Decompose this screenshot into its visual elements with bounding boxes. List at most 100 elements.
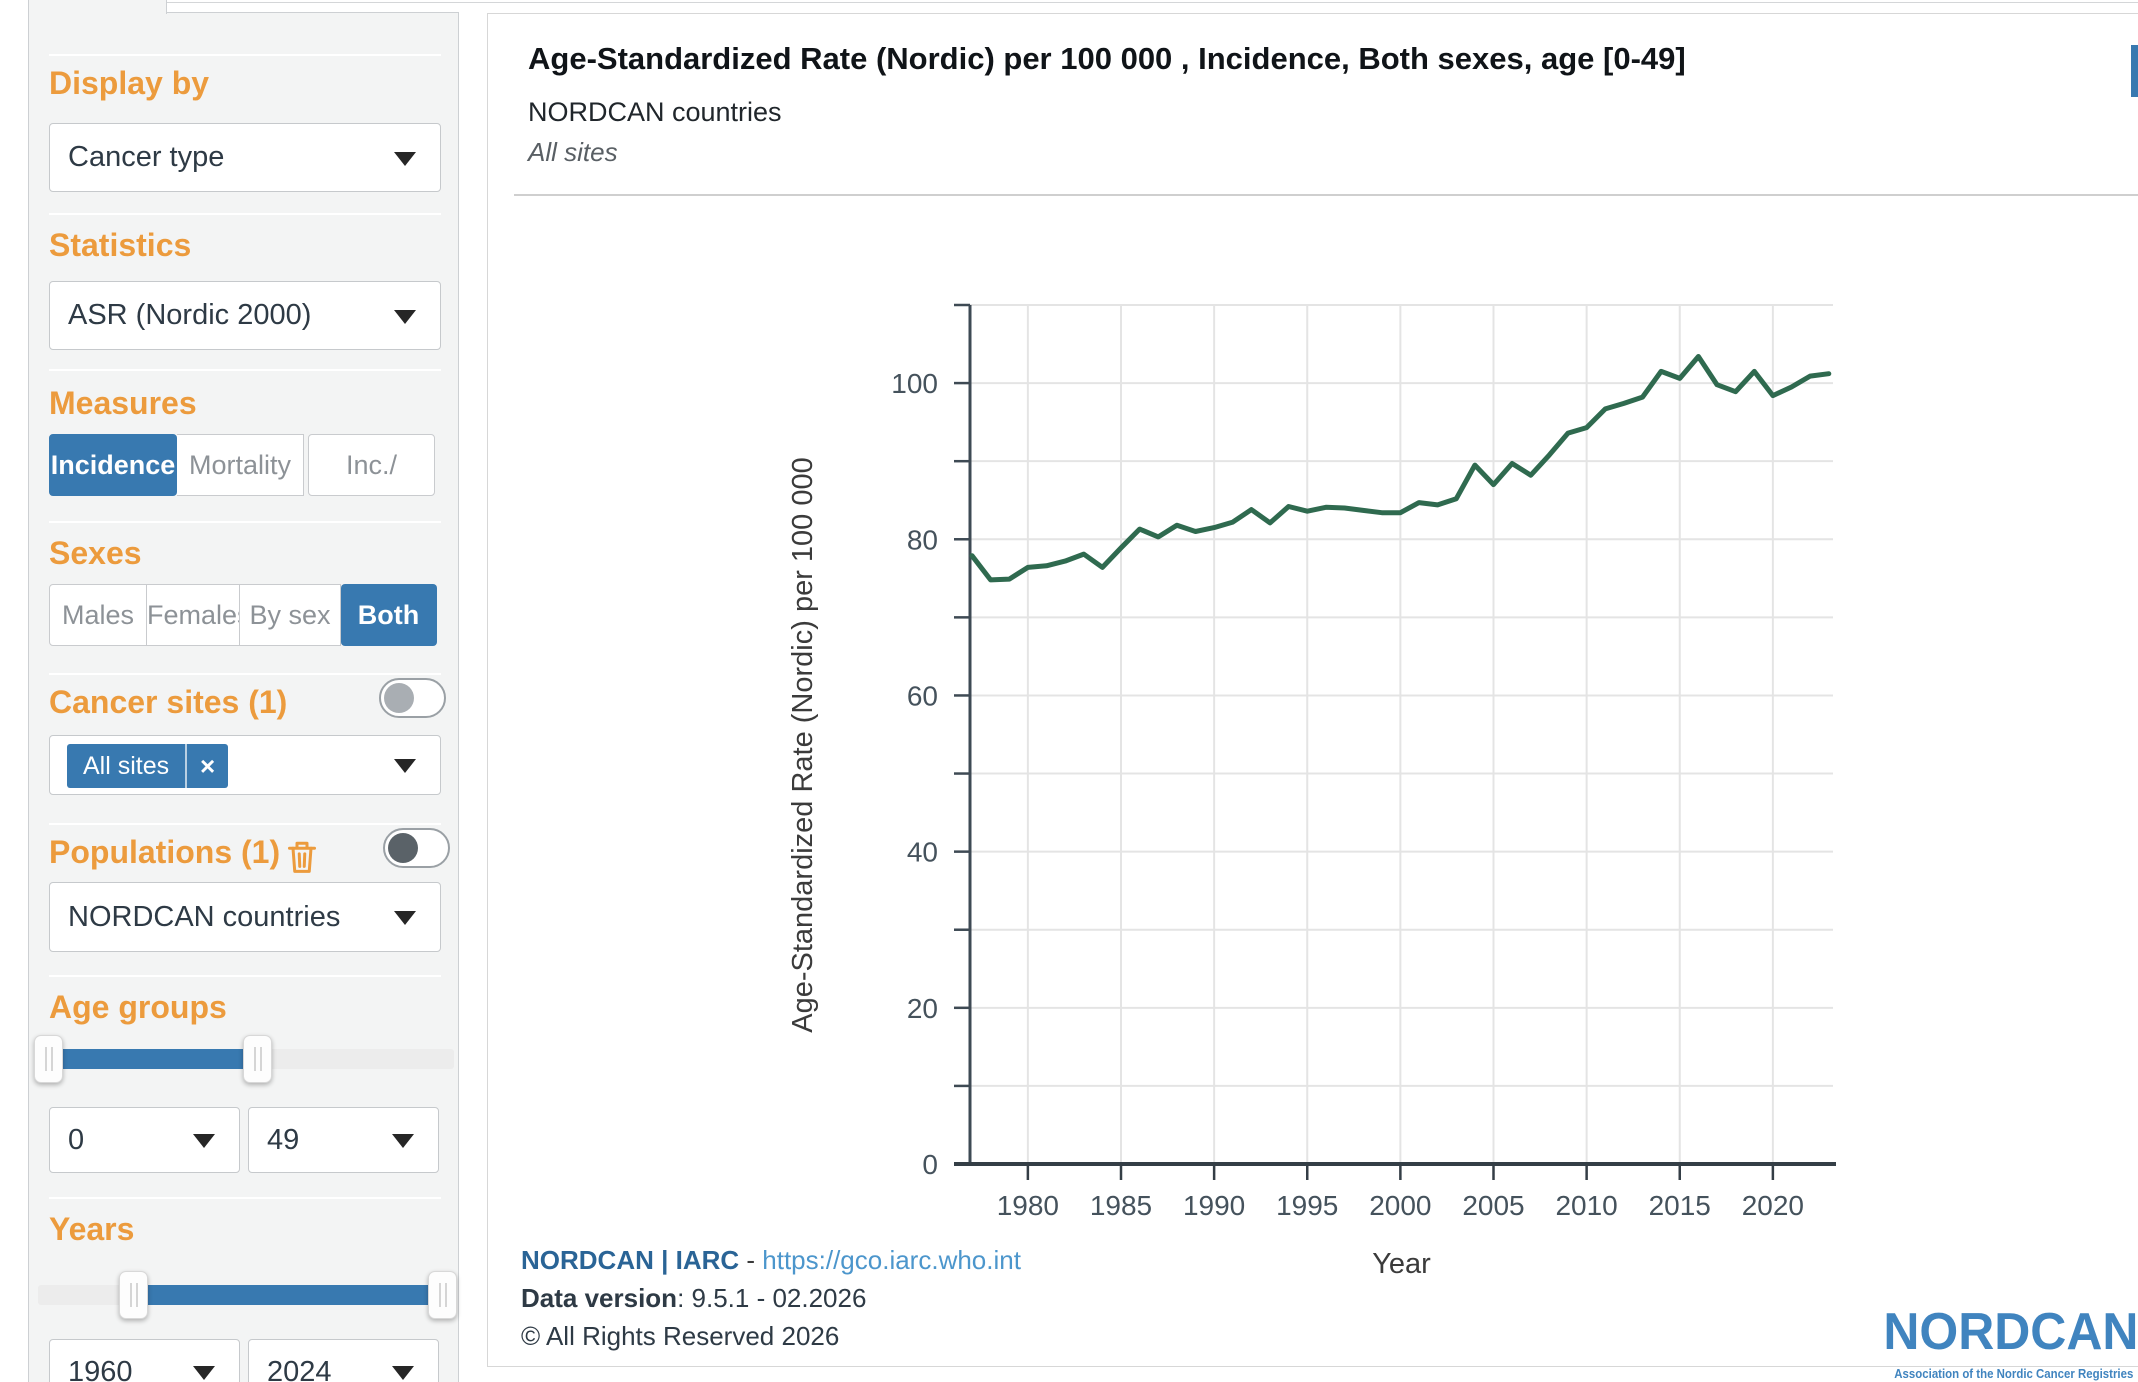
age-to-value: 49 [267,1123,300,1156]
nordcan-logo-tagline: Association of the Nordic Cancer Registr… [1894,1366,2134,1381]
toggle-knob [384,683,414,713]
toggle-knob [388,833,418,863]
display-by-heading: Display by [49,65,210,101]
divider [49,369,441,371]
sexes-heading: Sexes [49,535,142,571]
year-from-value: 1960 [68,1355,133,1382]
sex-bysex-button[interactable]: By sex [240,584,341,646]
remove-chip-icon[interactable]: × [185,744,228,788]
age-from-value: 0 [68,1123,85,1156]
x-tick-label: 2015 [1649,1190,1711,1221]
age-slider-fill [54,1049,246,1069]
years-slider-handle-right[interactable] [428,1271,457,1319]
sex-females-button[interactable]: Females [147,584,240,646]
nordcan-logo: NORDCAN Association of the Nordic Cancer… [1878,1302,2138,1382]
years-slider-handle-left[interactable] [119,1271,148,1319]
age-groups-heading: Age groups [49,989,227,1025]
chevron-down-icon [392,1366,414,1380]
populations-heading: Populations (1) [49,834,281,870]
all-sites-chip: All sites × [67,744,229,788]
display-by-value: Cancer type [68,141,225,173]
measure-incidence-button[interactable]: Incidence [49,434,177,496]
y-axis-title: Age-Standardized Rate (Nordic) per 100 0… [787,457,819,1033]
chevron-down-icon [394,309,416,324]
chevron-down-icon [193,1366,215,1380]
x-tick-label: 2005 [1462,1190,1524,1221]
cancer-sites-toggle[interactable] [379,678,446,718]
year-from-select[interactable]: 1960 [49,1339,240,1382]
x-tick-label: 2010 [1555,1190,1617,1221]
cancer-sites-heading: Cancer sites (1) [49,684,288,720]
display-by-select[interactable]: Cancer type [49,123,441,192]
footer-dash: - [739,1245,763,1275]
y-tick-label: 60 [907,680,938,711]
export-menu-button[interactable] [2131,45,2138,97]
statistics-value: ASR (Nordic 2000) [68,299,312,331]
y-tick-label: 80 [907,524,938,555]
handle-grip-icon [438,1283,447,1307]
x-tick-label: 2000 [1369,1190,1431,1221]
x-tick-label: 1980 [997,1190,1059,1221]
divider [49,213,441,215]
age-from-select[interactable]: 0 [49,1107,240,1173]
filters-sidebar: Display by Cancer type Statistics ASR (N… [28,12,459,1382]
measure-mortality-button[interactable]: Mortality [177,434,304,496]
sex-both-button[interactable]: Both [341,584,437,646]
nordcan-logo-wordmark: NORDCAN [1883,1303,2138,1361]
footer-url-link[interactable]: https://gco.iarc.who.int [762,1245,1021,1275]
age-slider-handle-right[interactable] [243,1035,272,1083]
years-heading: Years [49,1211,135,1247]
data-version-value: : 9.5.1 - 02.2026 [677,1283,867,1313]
chart-card: Age-Standardized Rate (Nordic) per 100 0… [487,13,2138,1381]
y-tick-label: 40 [907,837,938,868]
divider [49,1197,441,1199]
chevron-down-icon [394,911,416,925]
x-tick-label: 1985 [1090,1190,1152,1221]
statistics-select[interactable]: ASR (Nordic 2000) [49,281,441,350]
x-tick-label: 1995 [1276,1190,1338,1221]
chevron-down-icon [394,759,416,773]
y-tick-label: 100 [891,368,938,399]
divider [49,823,441,825]
y-tick-label: 0 [922,1149,938,1180]
age-slider-handle-left[interactable] [34,1035,63,1083]
divider [514,194,2138,196]
chart-subtitle: NORDCAN countries [528,97,782,127]
tab-bar-divider [167,2,2138,3]
active-tab-stub[interactable] [28,0,167,14]
x-tick-label: 2020 [1742,1190,1804,1221]
divider [49,975,441,977]
footer-source-line: NORDCAN | IARC - https://gco.iarc.who.in… [521,1241,1021,1279]
year-to-select[interactable]: 2024 [248,1339,439,1382]
populations-select[interactable]: NORDCAN countries [49,882,441,952]
chevron-down-icon [392,1134,414,1148]
year-to-value: 2024 [267,1355,332,1382]
data-version-label: Data version [521,1283,678,1313]
measures-heading: Measures [49,385,197,421]
handle-grip-icon [253,1047,262,1071]
chip-label: All sites [83,752,170,780]
x-tick-label: 1990 [1183,1190,1245,1221]
x-axis-title: Year [1372,1248,1431,1280]
age-to-select[interactable]: 49 [248,1107,439,1173]
handle-grip-icon [44,1047,53,1071]
chart-title: Age-Standardized Rate (Nordic) per 100 0… [528,41,1686,76]
chevron-down-icon [193,1134,215,1148]
populations-value: NORDCAN countries [68,900,341,933]
years-slider-fill [132,1285,442,1305]
cancer-sites-select[interactable]: All sites × [49,735,441,795]
populations-toggle[interactable] [383,828,450,868]
sex-males-button[interactable]: Males [49,584,147,646]
footer-copyright: © All Rights Reserved 2026 [521,1321,840,1351]
divider [49,54,441,56]
divider [49,521,441,523]
incidence-trend-line[interactable] [969,354,1832,583]
statistics-heading: Statistics [49,227,192,263]
handle-grip-icon [129,1283,138,1307]
clear-populations-trash-icon[interactable] [287,840,317,874]
footer-brand[interactable]: NORDCAN | IARC [521,1245,740,1275]
measure-inc-mort-button[interactable]: Inc./ [308,434,435,496]
y-tick-label: 20 [907,993,938,1024]
